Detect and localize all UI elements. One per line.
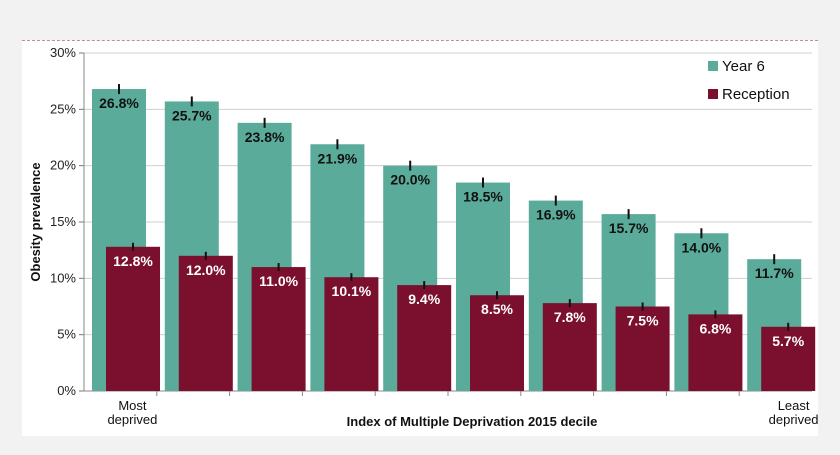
y-tick-label: 25% <box>50 101 76 116</box>
bar-label-year6: 25.7% <box>172 107 212 123</box>
x-label-most-deprived: Most <box>118 398 147 413</box>
bar-label-year6: 20.0% <box>390 172 430 188</box>
y-tick-label: 0% <box>57 383 76 398</box>
y-tick-label: 15% <box>50 214 76 229</box>
legend-label: Reception <box>722 86 790 103</box>
y-tick-label: 5% <box>57 327 76 342</box>
bar-label-year6: 23.8% <box>245 129 285 145</box>
bar-label-year6: 16.9% <box>536 207 576 223</box>
x-label-least-deprived: deprived <box>769 412 818 427</box>
y-tick-label: 30% <box>50 45 76 60</box>
bar-reception <box>397 285 452 391</box>
bar-label-year6: 18.5% <box>463 189 503 205</box>
bar-label-year6: 21.9% <box>318 150 358 166</box>
bar-label-reception: 6.8% <box>699 320 731 336</box>
bar-label-reception: 5.7% <box>772 333 804 349</box>
bar-reception <box>178 255 233 391</box>
bar-label-reception: 7.8% <box>554 309 586 325</box>
chart-frame: 0% 5% 10% 15% 20% 25% 30% 26.8% 12.8% 25.7% 12.0% 2… <box>22 40 818 436</box>
bar-label-reception: 7.5% <box>627 313 659 329</box>
bar-label-reception: 8.5% <box>481 301 513 317</box>
bar-label-reception: 12.8% <box>113 253 153 269</box>
bar-reception <box>542 303 597 391</box>
bar-label-reception: 11.0% <box>259 273 298 289</box>
bar-label-year6: 14.0% <box>682 239 722 255</box>
y-tick-label: 20% <box>50 158 76 173</box>
y-tick-label: 10% <box>50 270 76 285</box>
bar-reception <box>251 267 306 391</box>
bar-label-reception: 12.0% <box>186 262 226 278</box>
bar-label-reception: 9.4% <box>408 291 440 307</box>
bar-reception <box>615 306 670 391</box>
bar-reception <box>470 295 524 391</box>
legend-swatch <box>708 89 718 99</box>
bar-reception <box>324 277 379 391</box>
bar-label-year6: 11.7% <box>755 265 794 281</box>
bar-label-reception: 10.1% <box>332 283 372 299</box>
x-axis-title: Index of Multiple Deprivation 2015 decil… <box>347 414 598 429</box>
legend-label: Year 6 <box>722 58 765 75</box>
legend-swatch <box>708 61 718 71</box>
bar-reception <box>761 326 816 391</box>
bar-label-year6: 26.8% <box>99 95 139 111</box>
x-label-least-deprived: Least <box>778 398 810 413</box>
x-label-most-deprived: deprived <box>107 412 157 427</box>
bar-label-year6: 15.7% <box>609 220 649 236</box>
bar-reception <box>106 246 160 391</box>
bar-reception <box>688 314 743 391</box>
obesity-prevalence-chart: 0% 5% 10% 15% 20% 25% 30% 26.8% 12.8% 25.7% 12.0% 2… <box>28 45 818 429</box>
y-axis-title: Obesity prevalence <box>28 162 43 281</box>
